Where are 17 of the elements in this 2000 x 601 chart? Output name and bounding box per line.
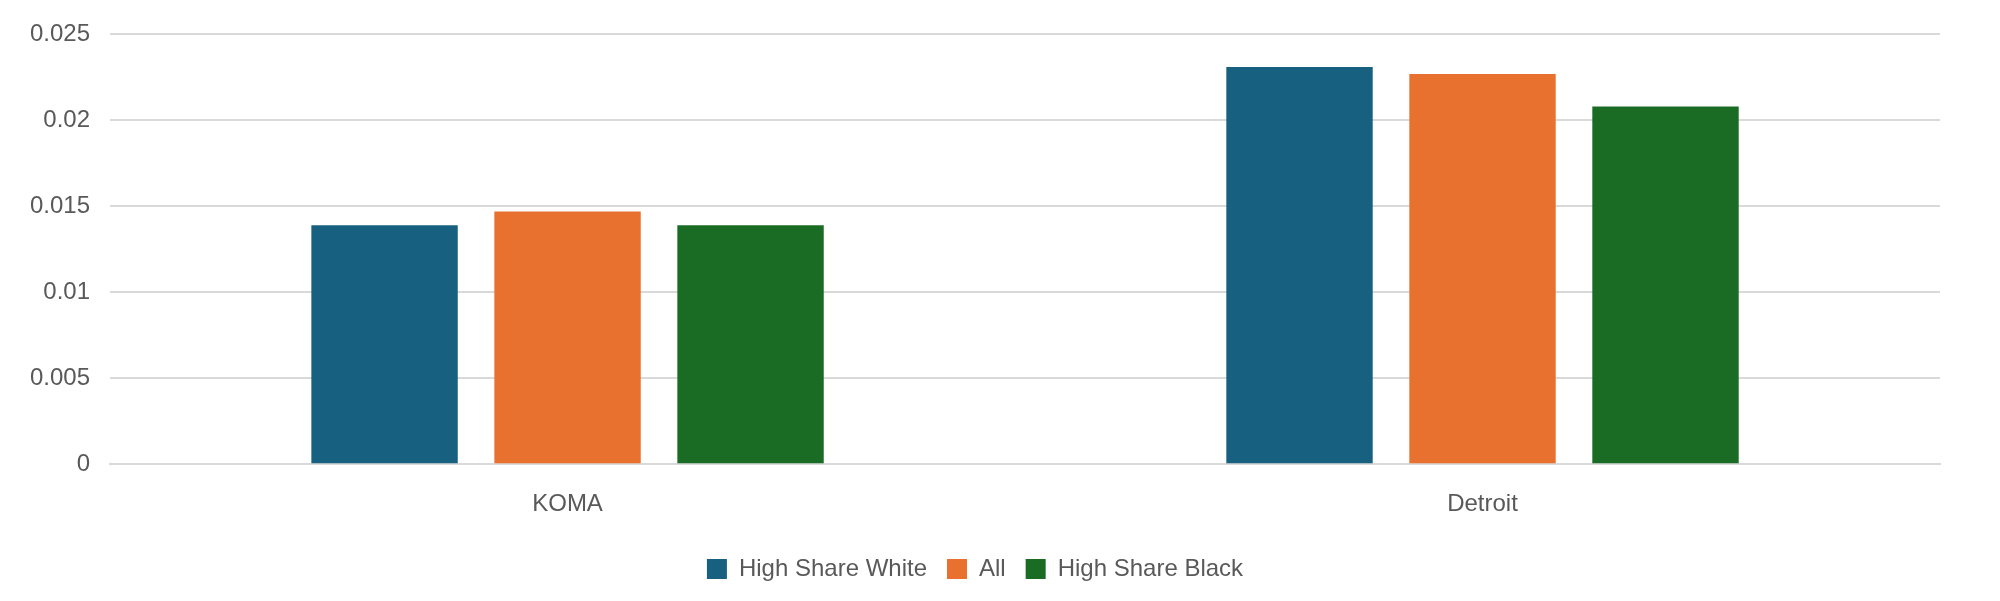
y-tick-label: 0.015 — [30, 190, 91, 218]
bar — [494, 211, 641, 464]
x-tick-label: Detroit — [1447, 489, 1519, 517]
legend-label: All — [978, 553, 1006, 581]
bar — [311, 225, 458, 464]
y-tick-label: 0.025 — [30, 19, 91, 47]
legend-label: High Share Black — [1057, 553, 1245, 581]
y-tick-label: 0.02 — [43, 104, 91, 132]
x-tick-label: KOMA — [532, 489, 603, 517]
y-tick-label: 0.01 — [43, 276, 91, 304]
y-tick-label: 0.005 — [30, 362, 91, 390]
bar — [1592, 106, 1739, 464]
bar — [1409, 73, 1556, 464]
bar — [677, 225, 824, 464]
legend-label: High Share White — [738, 553, 927, 581]
y-tick-label: 0 — [76, 448, 91, 476]
bar — [1226, 67, 1373, 464]
